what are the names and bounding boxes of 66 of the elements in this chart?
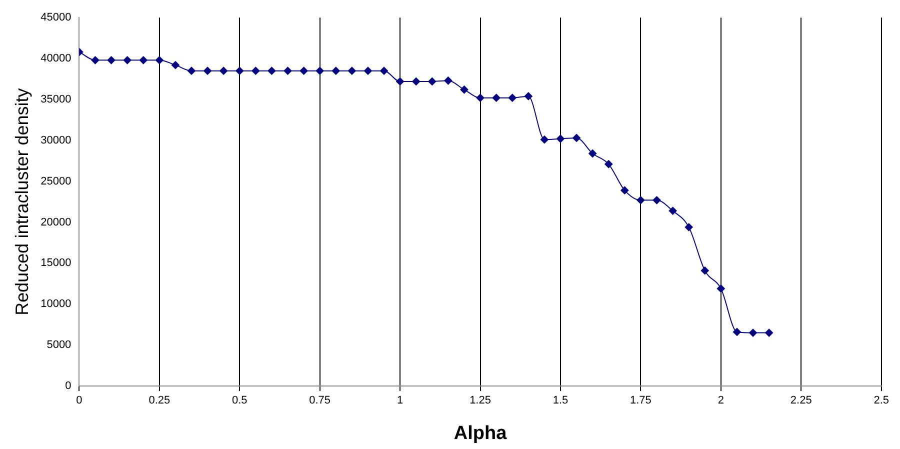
point — [508, 94, 516, 102]
point — [316, 66, 324, 75]
point — [220, 66, 228, 75]
y-axis-title: Reduced intracluster density — [12, 88, 32, 316]
x-tick-label: 0.5 — [232, 394, 248, 407]
point — [268, 66, 276, 75]
x-tick-label: 1.75 — [630, 394, 652, 407]
y-tick-label: 5000 — [46, 339, 72, 352]
point — [636, 196, 645, 204]
point — [171, 61, 180, 70]
point — [348, 66, 356, 75]
point — [684, 223, 693, 232]
y-tick-label: 35000 — [40, 94, 72, 106]
point — [444, 76, 452, 85]
point — [252, 66, 260, 75]
x-tick-label: 2.25 — [790, 394, 812, 407]
x-tick-label: 0.25 — [148, 394, 170, 407]
point — [572, 134, 581, 142]
point — [588, 150, 597, 158]
point — [204, 66, 212, 75]
y-tick-label: 10000 — [40, 298, 72, 310]
point — [412, 77, 420, 86]
point — [620, 186, 629, 194]
x-tick-label: 1 — [396, 394, 404, 407]
point — [187, 66, 196, 75]
point — [604, 160, 613, 168]
x-axis-title: Alpha — [454, 422, 508, 444]
point — [284, 66, 292, 75]
x-tick-label: 1.25 — [470, 394, 491, 407]
point — [492, 94, 500, 102]
point — [652, 196, 661, 204]
point — [428, 77, 436, 86]
point — [749, 328, 758, 337]
point — [332, 66, 340, 75]
point — [236, 66, 244, 75]
point — [155, 56, 164, 64]
x-tick-label: 0.75 — [309, 394, 331, 407]
x-tick-label: 0 — [76, 394, 82, 407]
y-tick-label: 15000 — [40, 257, 72, 270]
point — [765, 328, 774, 337]
y-tick-label: 40000 — [40, 52, 72, 65]
point — [396, 77, 404, 86]
point — [123, 56, 132, 64]
point — [700, 266, 709, 275]
point — [540, 136, 548, 144]
point — [556, 134, 564, 143]
x-tick-label: 2.5 — [874, 394, 890, 407]
y-tick-label: 45000 — [40, 12, 72, 24]
point — [380, 66, 388, 75]
x-tick-label: 1.5 — [552, 394, 568, 407]
y-tick-label: 20000 — [40, 216, 72, 228]
point — [364, 66, 372, 75]
point — [460, 86, 468, 94]
x-tick-label: 2 — [718, 394, 724, 407]
point — [716, 284, 725, 293]
point — [139, 56, 148, 64]
y-tick-label: 0 — [65, 380, 72, 392]
point — [476, 94, 484, 102]
y-tick-label: 25000 — [40, 175, 72, 188]
point — [524, 92, 532, 100]
point — [668, 206, 677, 215]
point — [107, 56, 116, 64]
point — [300, 66, 308, 75]
point — [732, 328, 741, 336]
point — [91, 56, 100, 64]
y-tick-label: 30000 — [40, 134, 72, 146]
